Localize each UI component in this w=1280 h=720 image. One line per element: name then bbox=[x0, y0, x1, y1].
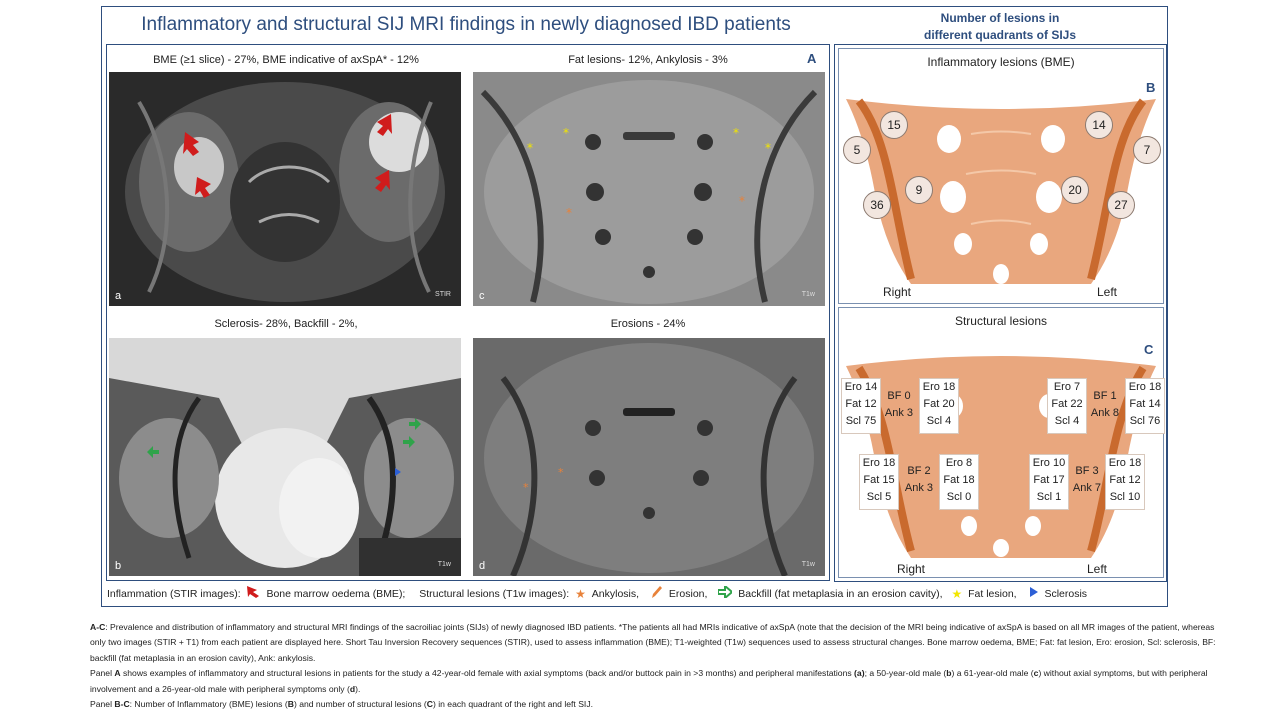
scl-box-rt-outer: Ero 14 Fat 12 Scl 75 bbox=[841, 378, 881, 434]
caption-paragraph-2: Panel A shows examples of inflammatory a… bbox=[90, 668, 1208, 694]
svg-text:*: * bbox=[527, 141, 533, 155]
scl-box-lt-outer: Ero 18 Fat 14 Scl 76 bbox=[1125, 378, 1165, 434]
panel-b-title: Inflammatory lesions (BME) bbox=[927, 55, 1075, 69]
panel-c-left-label: Left bbox=[1087, 562, 1108, 576]
scl-cell-lb-mid: BF 3 Ank 7 bbox=[1072, 465, 1102, 494]
bme-count-right-outer-upper: 5 bbox=[843, 136, 871, 164]
legend-bme-label: Bone marrow oedema (BME); bbox=[266, 587, 406, 600]
legend-inflammation-label: Inflammation (STIR images): bbox=[107, 587, 241, 600]
bme-arrow-icon bbox=[246, 586, 261, 601]
scl-box-lt-inner: Ero 7 Fat 22 Scl 4 bbox=[1047, 378, 1087, 434]
scl-box-rb-outer: Ero 18 Fat 15 Scl 5 bbox=[859, 454, 899, 510]
image-seq-d: T1w bbox=[801, 561, 815, 568]
figure-frame bbox=[101, 6, 1168, 607]
svg-text:*: * bbox=[523, 481, 529, 494]
image-seq-a: STIR bbox=[435, 291, 451, 298]
bme-count-left-inner-lower: 20 bbox=[1061, 176, 1089, 204]
bme-count-left-outer-lower: 27 bbox=[1107, 191, 1135, 219]
bme-count-right-inner-lower: 9 bbox=[905, 176, 933, 204]
caption-bme: BME (≥1 slice) - 27%, BME indicative of … bbox=[153, 54, 419, 66]
panel-c-title: Structural lesions bbox=[954, 314, 1048, 328]
figure-caption: A-C: Prevalence and distribution of infl… bbox=[90, 620, 1220, 712]
panel-b-right-label: Right bbox=[883, 285, 912, 299]
panel-c-letter: C bbox=[1144, 342, 1154, 357]
fat-star-icon: ★ bbox=[951, 586, 963, 601]
legend-fat-label: Fat lesion, bbox=[968, 587, 1017, 600]
sacrum-diagram-c bbox=[846, 356, 1156, 558]
mri-image-a: a STIR bbox=[109, 72, 461, 306]
mri-image-c: * * * * * * c T1w bbox=[473, 72, 825, 306]
caption-paragraph-3: Panel B-C: Number of Inflammatory (BME) … bbox=[90, 699, 594, 710]
sclerosis-triangle-icon bbox=[1029, 587, 1038, 600]
mri-image-d: * * d T1w bbox=[473, 338, 825, 576]
scl-box-lb-inner: Ero 10 Fat 17 Scl 1 bbox=[1029, 454, 1069, 510]
bme-count-left-outer-upper: 7 bbox=[1133, 136, 1161, 164]
ankylosis-star-icon: ★ bbox=[575, 586, 586, 601]
svg-text:*: * bbox=[765, 141, 771, 155]
panel-a-letter: A bbox=[807, 51, 817, 66]
image-label-c: c bbox=[479, 290, 485, 302]
panel-bc bbox=[834, 44, 1167, 582]
caption-erosions: Erosions - 24% bbox=[610, 318, 686, 330]
bme-count-right-outer-lower: 36 bbox=[863, 191, 891, 219]
lesion-quadrant-title: Number of lesions in different quadrants… bbox=[923, 11, 1077, 42]
caption-paragraph-1: A-C: Prevalence and distribution of infl… bbox=[90, 622, 1216, 663]
legend-erosion-label: Erosion, bbox=[668, 587, 708, 600]
caption-sclerosis-backfill: Sclerosis- 28%, Backfill - 2%, bbox=[214, 318, 358, 330]
bme-count-right-inner-upper: 15 bbox=[880, 111, 908, 139]
svg-text:*: * bbox=[739, 194, 745, 208]
legend: Inflammation (STIR images): Bone marrow … bbox=[107, 583, 1088, 601]
legend-structural-label: Structural lesions (T1w images): bbox=[419, 587, 570, 600]
panel-a bbox=[106, 44, 830, 581]
scl-cell-rt-mid: BF 0 Ank 3 bbox=[884, 390, 914, 419]
panel-b: Inflammatory lesions (BME) B 5 15 9 36 1… bbox=[838, 48, 1164, 304]
svg-text:*: * bbox=[563, 126, 569, 140]
image-seq-b: T1w bbox=[437, 561, 451, 568]
svg-text:*: * bbox=[733, 126, 739, 140]
svg-text:*: * bbox=[566, 206, 572, 220]
panel-c: Structural lesions C Ero 14 Fat 12 Scl 7… bbox=[838, 307, 1165, 578]
panel-b-left-label: Left bbox=[1097, 285, 1118, 299]
image-seq-c: T1w bbox=[801, 291, 815, 298]
legend-backfill-label: Backfill (fat metaplasia in an erosion c… bbox=[738, 587, 943, 600]
image-label-b: b bbox=[115, 560, 122, 572]
bme-count-left-inner-upper: 14 bbox=[1085, 111, 1113, 139]
scl-box-lb-outer: Ero 18 Fat 12 Scl 10 bbox=[1105, 454, 1145, 510]
svg-text:*: * bbox=[558, 466, 564, 479]
mri-image-b: b T1w bbox=[109, 338, 461, 576]
scl-box-rt-inner: Ero 18 Fat 20 Scl 4 bbox=[919, 378, 959, 434]
scl-cell-lt-mid: BF 1 Ank 8 bbox=[1090, 390, 1120, 419]
legend-ankylosis-label: Ankylosis, bbox=[591, 587, 640, 600]
panel-c-right-label: Right bbox=[897, 562, 926, 576]
scl-cell-rb-mid: BF 2 Ank 3 bbox=[904, 465, 934, 494]
image-label-d: d bbox=[479, 560, 486, 572]
backfill-arrow-icon bbox=[717, 583, 734, 601]
scl-box-rb-inner: Ero 8 Fat 18 Scl 0 bbox=[939, 454, 979, 510]
erosion-marker-icon bbox=[651, 586, 662, 601]
legend-sclerosis-label: Sclerosis bbox=[1044, 587, 1088, 600]
figure-title: Inflammatory and structural SIJ MRI find… bbox=[141, 14, 791, 35]
panel-b-letter: B bbox=[1146, 80, 1156, 95]
sacrum-diagram-b bbox=[846, 98, 1156, 284]
image-label-a: a bbox=[115, 290, 122, 302]
caption-fat-ankylosis: Fat lesions- 12%, Ankylosis - 3% bbox=[568, 54, 728, 66]
